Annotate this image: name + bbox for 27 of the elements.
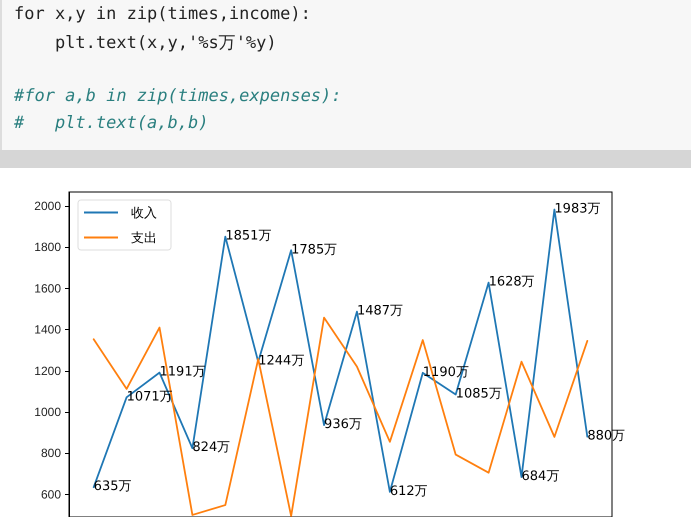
legend-label: 收入 (131, 205, 157, 220)
data-label: 635万 (94, 479, 132, 494)
line-series (92, 316, 588, 517)
y-tick-label: 800 (40, 446, 62, 460)
y-tick-label: 600 (40, 487, 62, 502)
text: for x,y in zip(times,income): (14, 4, 311, 24)
legend-label: 支出 (131, 230, 157, 245)
y-tick-label: 2000 (34, 199, 62, 214)
y-tick-label: 1200 (34, 364, 62, 378)
data-label: 1851万 (225, 228, 272, 244)
data-label: 1628万 (488, 274, 535, 290)
data-label: 1244万 (258, 354, 304, 369)
text: plt.text(x,y,'%s万'%y) (54, 32, 277, 54)
text: # plt.text(a,b,b) (14, 113, 208, 133)
text: #for a,b in zip(times,expenses): (14, 86, 342, 106)
data-label: 684万 (522, 469, 560, 484)
data-label: 1983万 (554, 202, 601, 217)
data-label: 1085万 (456, 386, 502, 402)
data-label: 1487万 (356, 304, 404, 319)
data-label: 1785万 (291, 242, 338, 258)
y-tick-label: 1000 (34, 404, 62, 419)
data-label: 824万 (192, 440, 230, 456)
y-tick-label: 1600 (34, 281, 62, 296)
y-tick-label: 1400 (34, 322, 62, 337)
data-label: 612万 (390, 484, 428, 499)
y-tick-label: 1800 (34, 240, 62, 254)
data-label: 936万 (324, 417, 362, 432)
